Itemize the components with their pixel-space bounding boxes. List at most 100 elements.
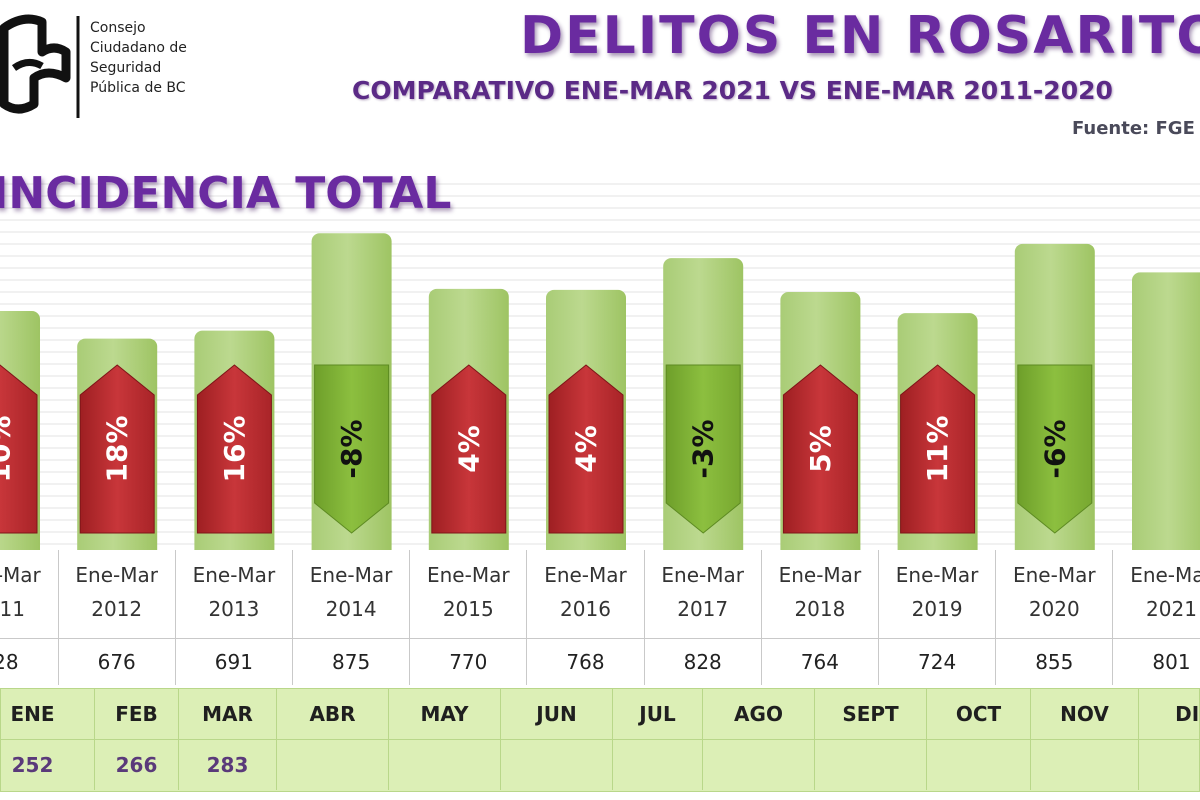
year-label-line: 2014 — [325, 597, 377, 621]
month-header: ABR — [277, 689, 389, 739]
month-header: DIC — [1139, 689, 1200, 739]
change-label: 4% — [452, 425, 485, 473]
year-label-line: 2021 — [1146, 597, 1197, 621]
decrease-arrow — [665, 364, 741, 534]
year-label-line: 2017 — [677, 597, 729, 621]
change-label: -3% — [687, 419, 720, 478]
year-label-line: 2016 — [560, 597, 611, 621]
year-label: Ene-Mar 2017 — [645, 550, 762, 638]
increase-arrow — [548, 364, 624, 534]
change-label: 16% — [218, 415, 251, 482]
monthly-value-row: 252 266 283 — [1, 740, 1199, 790]
increase-arrow — [782, 364, 858, 534]
year-label-line: 2013 — [208, 597, 260, 621]
org-line: Consejo — [90, 20, 146, 36]
total-value: 724 — [879, 639, 997, 685]
incidence-chart: 10% 18% 16% -8% 4% 4% -3% 5% 11% -6% — [0, 183, 1200, 550]
change-label: 5% — [804, 425, 837, 473]
year-label-line: 2012 — [91, 597, 143, 621]
total-value: 875 — [293, 639, 411, 685]
increase-arrow — [79, 364, 155, 534]
increase-arrow — [196, 364, 272, 534]
change-label: 18% — [101, 415, 134, 482]
total-value: 764 — [762, 639, 879, 685]
month-value — [389, 740, 501, 790]
monthly-header-row: ENEFEBMARABRMAYJUNJULAGOSEPTOCTNOVDIC — [0, 689, 1200, 740]
page-subtitle: COMPARATIVO ENE-MAR 2021 VS ENE-MAR 2011… — [352, 76, 1113, 105]
month-value: 252 — [0, 740, 95, 790]
org-line: Ciudadano de — [90, 40, 187, 56]
year-label-line: Ene-Mar — [426, 563, 510, 587]
month-header: AGO — [703, 689, 815, 739]
year-label-line: 2020 — [1028, 597, 1080, 621]
month-value — [703, 740, 815, 790]
monthly-table: ENEFEBMARABRMAYJUNJULAGOSEPTOCTNOVDIC 25… — [0, 688, 1200, 792]
year-label-line: 2015 — [442, 597, 494, 621]
month-value — [815, 740, 927, 790]
change-label: -6% — [1038, 419, 1071, 478]
total-value: 855 — [996, 639, 1114, 685]
year-label-line: Ene-Mar — [778, 563, 862, 587]
org-line: Seguridad — [90, 60, 162, 76]
year-label-line: Ene-Mar — [0, 563, 41, 587]
month-header: ENE — [0, 689, 95, 739]
month-header: JUL — [613, 689, 703, 739]
decrease-arrow — [314, 364, 390, 534]
value-row: 728676691875770768828764724855801 — [0, 638, 1200, 685]
total-value: 801 — [1113, 639, 1200, 685]
year-label: Ene-Mar 2013 — [176, 550, 293, 638]
month-header: JUN — [501, 689, 613, 739]
year-label-line: Ene-Mar — [1130, 563, 1200, 587]
year-label: Ene-Mar 2016 — [527, 550, 645, 638]
change-label: 11% — [921, 415, 954, 482]
month-header: NOV — [1031, 689, 1139, 739]
month-header: OCT — [927, 689, 1031, 739]
consejo-logo — [0, 14, 80, 118]
section-title: INCIDENCIA TOTAL — [0, 168, 452, 219]
month-header: MAR — [179, 689, 277, 739]
year-label: Ene-Mar 2018 — [762, 550, 879, 638]
year-label: Ene-Mar 2020 — [996, 550, 1114, 638]
year-label-line: Ene-Mar — [544, 563, 627, 587]
decrease-arrow — [1017, 364, 1093, 534]
month-header: SEPT — [815, 689, 927, 739]
total-value: 770 — [410, 639, 528, 685]
year-label-line: 2011 — [0, 597, 25, 621]
month-value — [613, 740, 703, 790]
increase-arrow — [900, 364, 976, 534]
page-title: DELITOS EN ROSARITO — [520, 6, 1200, 66]
year-label: Ene-Mar 2021 — [1113, 550, 1200, 638]
year-label: Ene-Mar 2015 — [410, 550, 528, 638]
month-value — [501, 740, 613, 790]
total-value: 728 — [0, 639, 59, 685]
increase-arrow — [431, 364, 507, 534]
year-label-line: Ene-Mar — [1012, 563, 1096, 587]
year-row: Ene-Mar2011Ene-Mar2012Ene-Mar2013Ene-Mar… — [0, 550, 1200, 638]
year-label: Ene-Mar 2012 — [59, 550, 176, 638]
year-label-line: Ene-Mar — [895, 563, 979, 587]
year-label-line: 2018 — [794, 597, 846, 621]
total-value: 768 — [527, 639, 645, 685]
year-label-line: 2019 — [911, 597, 963, 621]
total-value: 676 — [59, 639, 176, 685]
year-label: Ene-Mar 2014 — [293, 550, 411, 638]
year-label-line: Ene-Mar — [75, 563, 158, 587]
organization-name: Consejo Ciudadano de Seguridad Pública d… — [90, 18, 187, 98]
month-value — [1139, 740, 1200, 790]
month-value: 283 — [179, 740, 277, 790]
month-value — [927, 740, 1031, 790]
increase-arrow — [0, 364, 38, 534]
year-label-line: Ene-Mar — [192, 563, 276, 587]
year-label-line: Ene-Mar — [661, 563, 744, 587]
month-value: 266 — [95, 740, 179, 790]
total-value: 828 — [645, 639, 762, 685]
bar — [1132, 272, 1200, 550]
month-header: FEB — [95, 689, 179, 739]
year-label-line: Ene-Mar — [309, 563, 393, 587]
change-label: 10% — [0, 415, 17, 482]
month-value — [1031, 740, 1139, 790]
month-value — [277, 740, 389, 790]
month-header: MAY — [389, 689, 501, 739]
total-value: 691 — [176, 639, 293, 685]
year-label: Ene-Mar 2011 — [0, 550, 59, 638]
